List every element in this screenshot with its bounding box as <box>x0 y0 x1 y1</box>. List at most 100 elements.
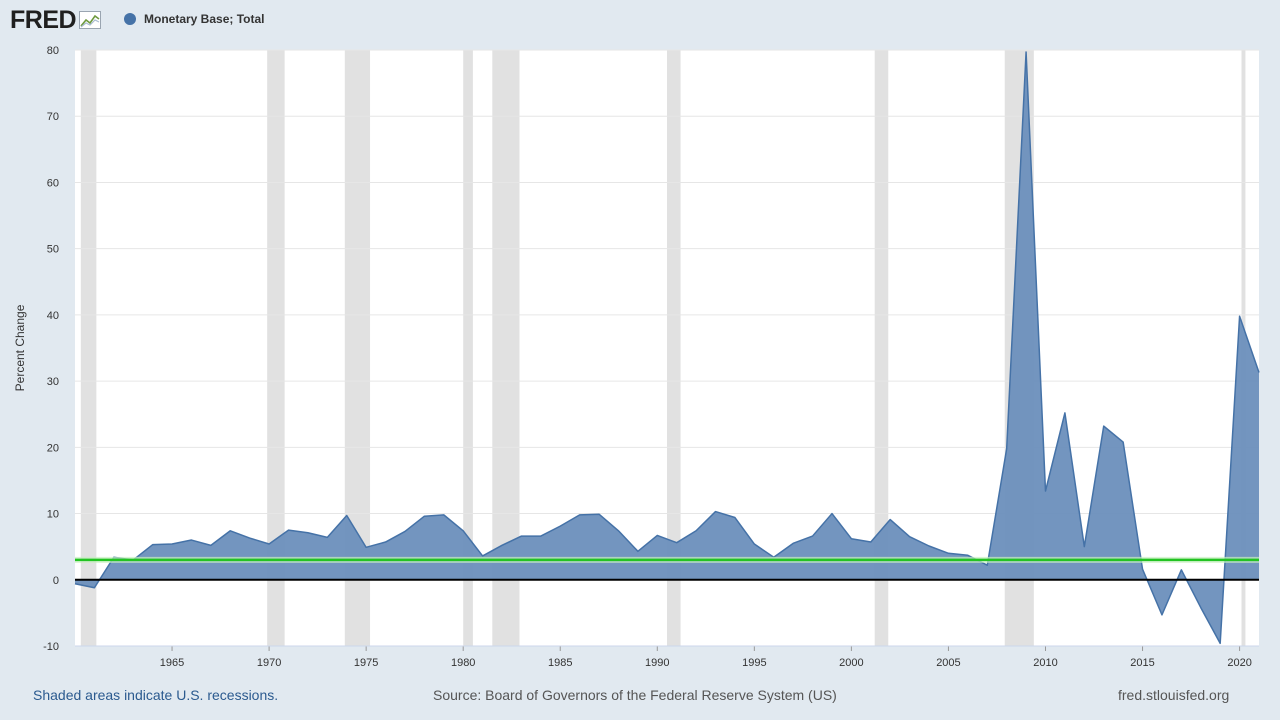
data-point[interactable] <box>540 535 542 537</box>
data-point[interactable] <box>365 546 367 548</box>
data-point[interactable] <box>151 543 153 545</box>
data-point[interactable] <box>248 537 250 539</box>
data-point[interactable] <box>656 534 658 536</box>
data-point[interactable] <box>676 541 678 543</box>
y-tick-label: 40 <box>47 310 59 322</box>
data-point[interactable] <box>287 529 289 531</box>
recession-band <box>463 50 473 646</box>
data-point[interactable] <box>1103 425 1105 427</box>
data-point[interactable] <box>1122 441 1124 443</box>
data-point[interactable] <box>753 543 755 545</box>
x-tick-label: 1975 <box>354 657 378 669</box>
y-tick-label: -10 <box>43 641 59 653</box>
data-point[interactable] <box>908 536 910 538</box>
data-point[interactable] <box>268 543 270 545</box>
data-point[interactable] <box>1219 642 1221 644</box>
data-point[interactable] <box>1083 545 1085 547</box>
data-point[interactable] <box>598 513 600 515</box>
data-point[interactable] <box>1161 614 1163 616</box>
data-point[interactable] <box>346 514 348 516</box>
recession-band <box>267 50 285 646</box>
data-point[interactable] <box>229 530 231 532</box>
data-point[interactable] <box>637 550 639 552</box>
data-point[interactable] <box>1141 568 1143 570</box>
data-point[interactable] <box>947 552 949 554</box>
data-point[interactable] <box>889 518 891 520</box>
data-point[interactable] <box>307 532 309 534</box>
series-area <box>75 51 1259 644</box>
data-point[interactable] <box>171 543 173 545</box>
source-note: Source: Board of Governors of the Federa… <box>433 687 837 703</box>
x-tick-label: 2010 <box>1033 657 1057 669</box>
y-tick-label: 0 <box>53 575 59 587</box>
data-point[interactable] <box>384 541 386 543</box>
x-tick-label: 1980 <box>451 657 475 669</box>
y-tick-label: 80 <box>47 45 59 57</box>
data-point[interactable] <box>1180 569 1182 571</box>
data-point[interactable] <box>870 541 872 543</box>
x-tick-label: 1970 <box>257 657 281 669</box>
chart-legend: Monetary Base; Total <box>124 12 264 26</box>
x-tick-label: 2015 <box>1130 657 1154 669</box>
line-graph-icon <box>79 11 102 29</box>
x-tick-label: 1985 <box>548 657 572 669</box>
data-point[interactable] <box>1238 315 1240 317</box>
data-point[interactable] <box>559 525 561 527</box>
data-point[interactable] <box>93 587 95 589</box>
x-tick-label: 1990 <box>645 657 669 669</box>
data-point[interactable] <box>617 530 619 532</box>
data-point[interactable] <box>792 542 794 544</box>
y-tick-label: 50 <box>47 244 59 256</box>
fred-logo-text: FRED <box>10 6 77 34</box>
data-point[interactable] <box>1044 490 1046 492</box>
data-point[interactable] <box>462 530 464 532</box>
recession-band <box>667 50 681 646</box>
data-point[interactable] <box>74 583 76 585</box>
data-point[interactable] <box>481 555 483 557</box>
series-line[interactable] <box>74 51 1260 645</box>
data-point[interactable] <box>831 512 833 514</box>
y-tick-label: 10 <box>47 509 59 521</box>
data-point[interactable] <box>443 514 445 516</box>
y-tick-label: 20 <box>47 442 59 454</box>
data-point[interactable] <box>1064 412 1066 414</box>
recession-band <box>80 50 97 646</box>
legend-label: Monetary Base; Total <box>144 12 265 26</box>
legend-marker <box>124 13 136 25</box>
x-tick-label: 2005 <box>936 657 960 669</box>
data-point[interactable] <box>578 514 580 516</box>
data-point[interactable] <box>695 530 697 532</box>
x-tick-label: 2020 <box>1227 657 1251 669</box>
data-point[interactable] <box>190 539 192 541</box>
x-tick-label: 2000 <box>839 657 863 669</box>
data-point[interactable] <box>850 538 852 540</box>
data-point[interactable] <box>1005 447 1007 449</box>
data-point[interactable] <box>928 545 930 547</box>
data-point[interactable] <box>967 554 969 556</box>
data-point[interactable] <box>1258 371 1260 373</box>
x-tick-label: 1995 <box>742 657 766 669</box>
data-point[interactable] <box>714 510 716 512</box>
data-point[interactable] <box>811 535 813 537</box>
data-point[interactable] <box>404 530 406 532</box>
site-link[interactable]: fred.stlouisfed.org <box>1118 687 1230 703</box>
data-point[interactable] <box>326 536 328 538</box>
data-point[interactable] <box>423 515 425 517</box>
y-axis-label: Percent Change <box>13 304 27 391</box>
data-point[interactable] <box>734 516 736 518</box>
y-tick-label: 70 <box>47 111 59 123</box>
recession-note: Shaded areas indicate U.S. recessions. <box>33 687 279 703</box>
chart-header: FRED Monetary Base; Total <box>0 0 1280 44</box>
x-tick-label: 1965 <box>160 657 184 669</box>
data-point[interactable] <box>501 544 503 546</box>
y-tick-label: 30 <box>47 376 59 388</box>
data-point[interactable] <box>210 544 212 546</box>
data-point[interactable] <box>1025 51 1027 53</box>
recession-band <box>874 50 889 646</box>
data-point[interactable] <box>986 564 988 566</box>
fred-logo[interactable]: FRED <box>10 5 102 35</box>
y-tick-label: 60 <box>47 177 59 189</box>
data-point[interactable] <box>1200 606 1202 608</box>
data-point[interactable] <box>520 535 522 537</box>
